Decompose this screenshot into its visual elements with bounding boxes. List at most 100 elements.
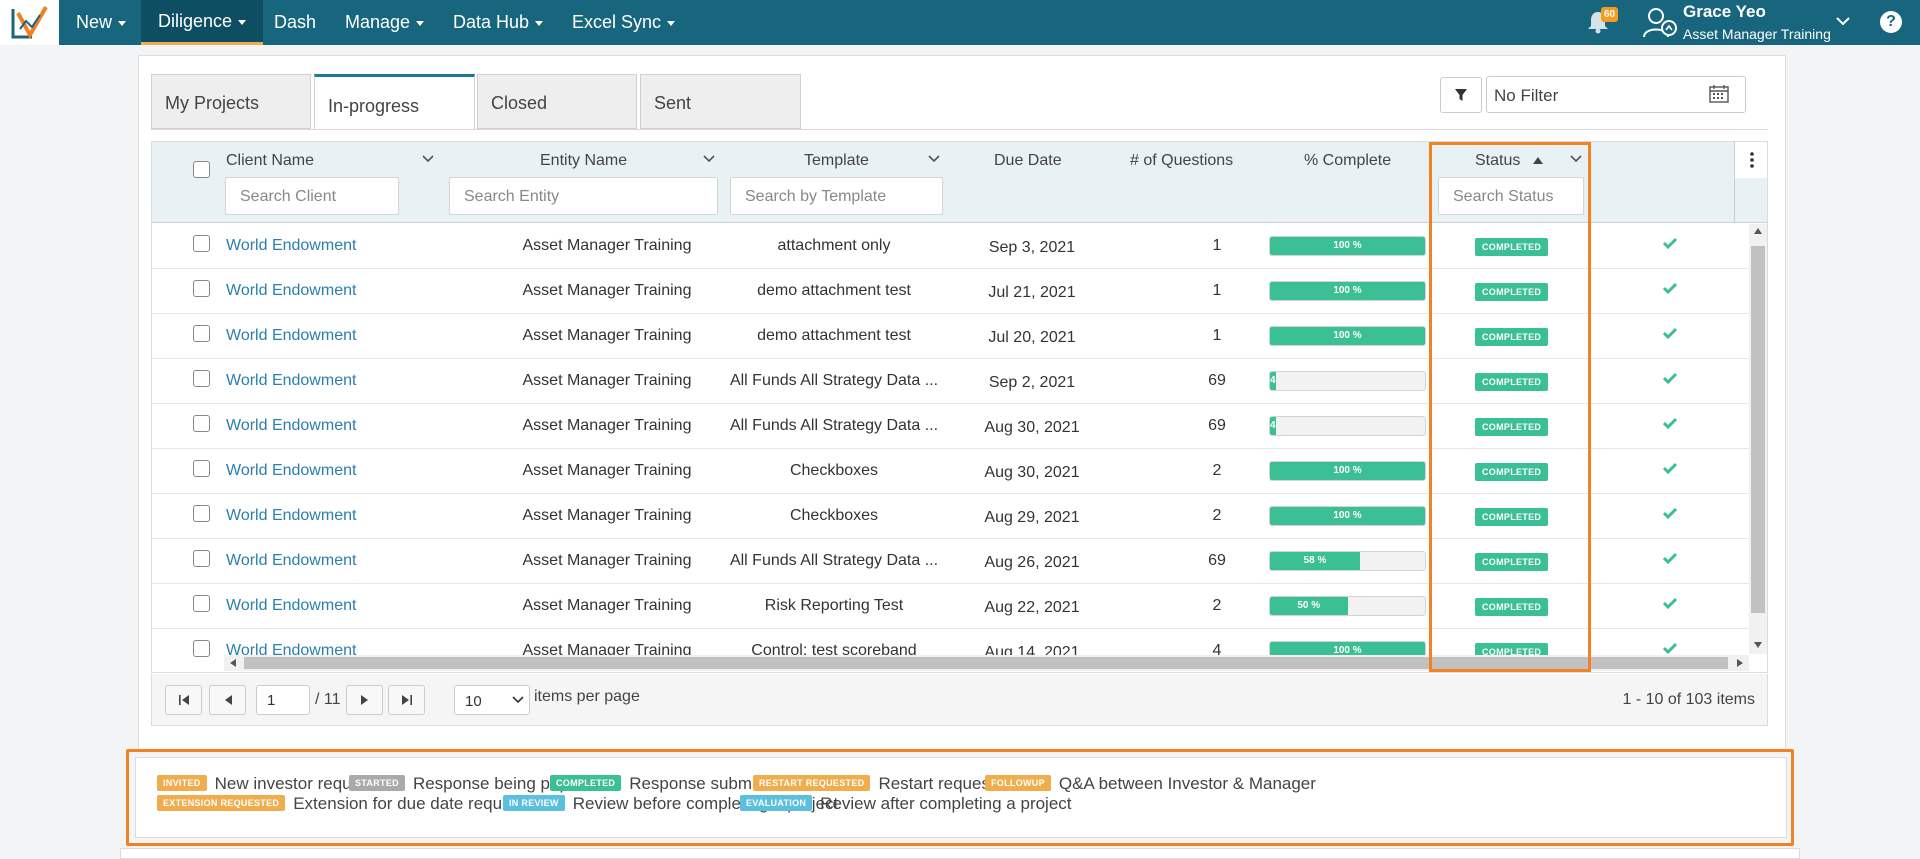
vertical-scroll-thumb[interactable]	[1751, 246, 1765, 613]
progress-fill: 100 %	[1270, 462, 1425, 480]
calendar-icon[interactable]	[1709, 85, 1729, 103]
row-checkbox[interactable]	[193, 460, 210, 477]
scroll-right-icon[interactable]	[1737, 659, 1743, 667]
client-name-link[interactable]: World Endowment	[226, 417, 357, 434]
row-checkbox[interactable]	[193, 235, 210, 252]
horizontal-scroll-thumb[interactable]	[244, 657, 1728, 669]
table-row[interactable]: World Endowment Asset Manager Training dem…	[152, 314, 1749, 359]
last-page-button[interactable]	[388, 685, 425, 715]
entity-name: Asset Manager Training	[522, 417, 692, 434]
check-icon	[1663, 597, 1677, 609]
table-row[interactable]: World Endowment Asset Manager Training All…	[152, 404, 1749, 449]
client-name-link[interactable]: World Endowment	[226, 282, 357, 299]
tab-my-projects[interactable]: My Projects	[151, 74, 311, 129]
progress-fill: 100 %	[1270, 237, 1425, 255]
nav-data-hub[interactable]: Data Hub	[436, 0, 560, 45]
row-checkbox[interactable]	[193, 550, 210, 567]
table-row[interactable]: World Endowment Asset Manager Training Che…	[152, 494, 1749, 539]
table-row[interactable]: World Endowment Asset Manager Training Che…	[152, 449, 1749, 494]
scroll-down-icon[interactable]	[1754, 642, 1762, 648]
entity-name: Asset Manager Training	[522, 372, 692, 389]
col-client-name[interactable]: Client Name	[226, 152, 315, 169]
template-name: All Funds All Strategy Data ...	[729, 372, 939, 389]
filter-button[interactable]	[1440, 77, 1482, 113]
status-badge: COMPLETED	[1475, 283, 1549, 301]
chevron-down-icon[interactable]	[703, 155, 715, 163]
chevron-down-icon[interactable]	[1836, 16, 1850, 26]
col-questions[interactable]: # of Questions	[1130, 152, 1234, 169]
first-page-button[interactable]	[165, 685, 202, 715]
items-per-page-select[interactable]: 10	[454, 685, 530, 715]
row-checkbox[interactable]	[193, 415, 210, 432]
col-complete[interactable]: % Complete	[1304, 152, 1392, 169]
chevron-down-icon[interactable]	[422, 155, 434, 163]
row-checkbox[interactable]	[193, 370, 210, 387]
nav-excel-sync[interactable]: Excel Sync	[555, 0, 692, 45]
search-status-input[interactable]: Search Status	[1438, 177, 1584, 215]
nav-diligence[interactable]: Diligence	[141, 0, 264, 45]
tab-closed[interactable]: Closed	[477, 74, 637, 129]
client-name-link[interactable]: World Endowment	[226, 507, 357, 524]
progress-bar: 50 %	[1269, 596, 1426, 616]
date-filter-input[interactable]: No Filter	[1486, 76, 1746, 113]
sort-ascending-icon[interactable]	[1533, 157, 1543, 164]
legend-tag: FOLLOWUP	[985, 774, 1051, 791]
client-name-link[interactable]: World Endowment	[226, 552, 357, 569]
nav-manage[interactable]: Manage	[328, 0, 441, 45]
column-menu-button[interactable]	[1734, 142, 1767, 178]
entity-name: Asset Manager Training	[522, 462, 692, 479]
question-count: 1	[1212, 327, 1222, 344]
tab-sent[interactable]: Sent	[640, 74, 801, 129]
nav-new[interactable]: New	[59, 0, 143, 45]
client-name-link[interactable]: World Endowment	[226, 642, 357, 659]
table-row[interactable]: World Endowment Asset Manager Training dem…	[152, 269, 1749, 314]
user-org[interactable]: Asset Manager Training	[1683, 26, 1831, 42]
prev-page-button[interactable]	[209, 685, 246, 715]
status-legend: INVITED New investor request STARTED Respon…	[135, 757, 1787, 838]
legend-item: RESTART REQUESTED Restart requested	[753, 774, 1014, 794]
item-count: 1 - 10 of 103 items	[1622, 691, 1755, 708]
client-name-link[interactable]: World Endowment	[226, 597, 357, 614]
help-button[interactable]: ?	[1880, 11, 1902, 33]
col-template[interactable]: Template	[804, 152, 869, 169]
template-name: Risk Reporting Test	[764, 597, 904, 614]
search-template-input[interactable]: Search by Template	[730, 177, 943, 215]
table-row[interactable]: World Endowment Asset Manager Training att…	[152, 224, 1749, 269]
user-name[interactable]: Grace Yeo	[1683, 2, 1766, 21]
tab-in-progress[interactable]: In-progress	[314, 74, 475, 130]
col-entity-name[interactable]: Entity Name	[540, 152, 628, 169]
client-name-link[interactable]: World Endowment	[226, 237, 357, 254]
col-due-date[interactable]: Due Date	[994, 152, 1062, 169]
page-number-input[interactable]: 1	[256, 685, 310, 715]
chevron-down-icon[interactable]	[1570, 155, 1582, 163]
row-checkbox[interactable]	[193, 640, 210, 657]
chevron-down-icon[interactable]	[512, 696, 524, 704]
select-all-checkbox[interactable]	[193, 161, 210, 178]
table-row[interactable]: World Endowment Asset Manager Training All…	[152, 359, 1749, 404]
app-logo[interactable]	[0, 0, 59, 45]
first-page-icon	[178, 695, 189, 705]
row-checkbox[interactable]	[193, 325, 210, 342]
chevron-down-icon[interactable]	[928, 155, 940, 163]
table-row[interactable]: World Endowment Asset Manager Training All…	[152, 539, 1749, 584]
client-name-link[interactable]: World Endowment	[226, 372, 357, 389]
legend-item: INVITED New investor request	[157, 774, 374, 794]
scroll-left-icon[interactable]	[230, 659, 236, 667]
next-page-button[interactable]	[346, 685, 383, 715]
client-name-link[interactable]: World Endowment	[226, 327, 357, 344]
client-name-link[interactable]: World Endowment	[226, 462, 357, 479]
row-checkbox[interactable]	[193, 595, 210, 612]
table-row[interactable]: World Endowment Asset Manager Training Ris…	[152, 584, 1749, 629]
nav-dash[interactable]: Dash	[257, 0, 333, 45]
progress-fill: 4 %	[1270, 417, 1277, 435]
col-status[interactable]: Status	[1475, 152, 1521, 169]
search-client-input[interactable]: Search Client	[225, 177, 399, 215]
scroll-up-icon[interactable]	[1754, 228, 1762, 234]
search-entity-input[interactable]: Search Entity	[449, 177, 718, 215]
row-checkbox[interactable]	[193, 280, 210, 297]
legend-desc: Q&A between Investor & Manager	[1058, 774, 1316, 793]
caret-down-icon	[667, 21, 676, 26]
user-avatar-icon[interactable]	[1642, 5, 1678, 39]
due-date: Jul 21, 2021	[988, 284, 1076, 301]
row-checkbox[interactable]	[193, 505, 210, 522]
